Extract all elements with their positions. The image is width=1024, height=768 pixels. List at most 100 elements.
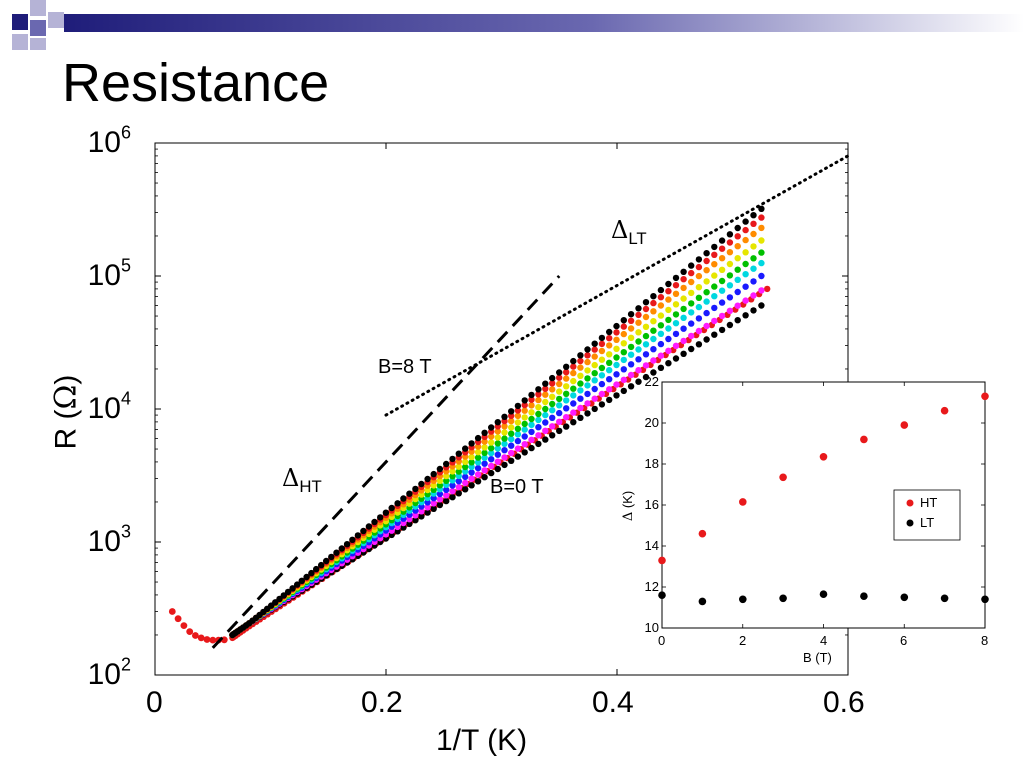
data-point: [394, 500, 401, 507]
data-point: [650, 318, 657, 325]
data-point: [613, 322, 620, 330]
data-point: [424, 499, 431, 506]
data-point: [556, 418, 563, 425]
data-point: [606, 396, 613, 404]
data-point: [657, 330, 665, 337]
data-point: [488, 445, 495, 452]
data-point: [688, 332, 695, 340]
legend-marker-ht: [906, 499, 914, 507]
data-point: [308, 569, 315, 577]
data-point: [284, 588, 292, 596]
header-square-0: [12, 14, 28, 30]
data-point: [711, 251, 718, 258]
data-point: [718, 237, 726, 244]
data-point: [734, 243, 741, 250]
data-point: [726, 272, 734, 279]
data-point: [549, 380, 556, 387]
data-point: [657, 364, 665, 371]
inset-x-tick-label-2: 2: [739, 633, 747, 648]
data-point: [430, 500, 437, 507]
data-point: [620, 330, 627, 338]
inset-x-tick-label-0: 0: [658, 633, 666, 648]
data-point: [703, 298, 710, 305]
data-point: [688, 345, 695, 353]
data-point: [514, 453, 522, 460]
data-point: [591, 385, 598, 393]
data-point: [462, 445, 469, 452]
data-point: [598, 347, 606, 355]
data-point: [303, 573, 310, 581]
data-point: [323, 557, 330, 565]
annotation-delta-lt: ΔLT: [611, 216, 647, 248]
data-point: [394, 528, 401, 535]
data-point: [695, 272, 703, 280]
data-point: [620, 349, 627, 356]
data-point: [556, 409, 563, 417]
data-point: [598, 380, 606, 388]
inset-x-tick-label-6: 6: [900, 633, 908, 648]
data-point: [508, 430, 515, 437]
data-point: [542, 385, 549, 392]
dotted-fit-line: [384, 154, 850, 417]
data-point: [620, 317, 627, 324]
data-point: [627, 325, 635, 332]
data-point: [514, 402, 522, 410]
x-axis-label: 1/T (K): [436, 724, 528, 757]
data-point: [577, 364, 584, 371]
data-point: [650, 299, 657, 307]
data-point: [521, 414, 528, 421]
data-point: [400, 495, 407, 502]
inset-series-ht: [658, 392, 989, 565]
data-point: [711, 283, 718, 290]
data-point: [703, 250, 710, 257]
data-point: [657, 352, 665, 359]
data-point: [750, 278, 757, 285]
data-point: [474, 454, 482, 461]
series-4: [229, 249, 765, 639]
data-point: [462, 458, 469, 466]
data-point: [711, 293, 718, 300]
data-point: [695, 327, 703, 335]
data-point: [657, 294, 665, 301]
data-point: [750, 220, 757, 227]
inset-series-lt: [658, 590, 989, 606]
data-point: [354, 532, 362, 539]
data-point: [563, 390, 570, 397]
data-point: [598, 334, 606, 342]
data-point: [726, 282, 734, 289]
data-point: [535, 410, 542, 418]
data-point: [377, 514, 384, 521]
data-point: [501, 435, 508, 442]
inset-point-ht: [981, 392, 989, 401]
data-point: [577, 357, 584, 365]
data-point: [280, 592, 287, 599]
data-point: [462, 473, 469, 481]
data-point: [474, 459, 482, 466]
data-point: [192, 632, 199, 639]
data-point: [750, 292, 757, 299]
data-point: [508, 435, 515, 443]
data-point: [528, 409, 535, 416]
data-point: [606, 342, 613, 349]
data-point: [742, 249, 749, 256]
data-point: [418, 480, 425, 488]
data-point: [665, 360, 672, 367]
data-point: [528, 421, 535, 428]
data-point: [570, 357, 577, 365]
data-point: [613, 329, 620, 336]
data-point: [584, 358, 591, 366]
data-point: [474, 443, 482, 450]
data-point: [481, 438, 488, 445]
inset-point-ht: [658, 556, 666, 565]
data-point: [584, 400, 591, 407]
data-point: [672, 311, 680, 318]
inset-point-lt: [940, 594, 949, 603]
inset-point-ht: [698, 529, 707, 538]
data-point: [680, 284, 687, 292]
data-point: [521, 449, 528, 456]
data-point: [488, 462, 495, 470]
data-point: [726, 260, 734, 268]
data-point: [449, 482, 456, 489]
data-point: [549, 386, 556, 393]
data-point: [620, 323, 627, 330]
